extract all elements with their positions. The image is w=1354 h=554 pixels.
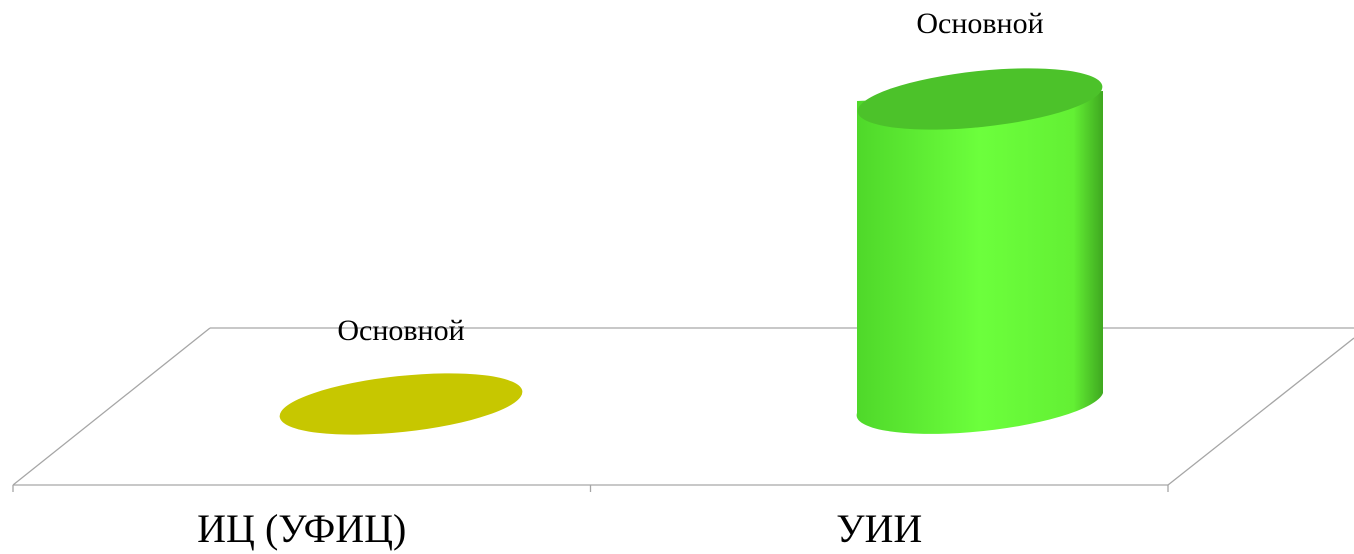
bar — [279, 373, 523, 435]
data-label: Основной — [916, 7, 1043, 40]
floor-right-edge — [1167, 337, 1354, 486]
bar-body — [856, 91, 1103, 434]
bars-layer — [279, 68, 1103, 435]
bar — [856, 68, 1103, 434]
data-label: Основной — [337, 314, 464, 347]
labels-layer: ИЦ (УФИЦ) УИИ Основной Основной — [197, 7, 1043, 551]
floor-left-edge — [12, 327, 211, 486]
bar-top — [279, 373, 523, 435]
category-label: УИИ — [836, 506, 922, 551]
category-axis — [12, 485, 1169, 492]
category-label: ИЦ (УФИЦ) — [197, 506, 406, 551]
bar-top — [857, 68, 1103, 130]
chart-floor — [12, 327, 1354, 486]
